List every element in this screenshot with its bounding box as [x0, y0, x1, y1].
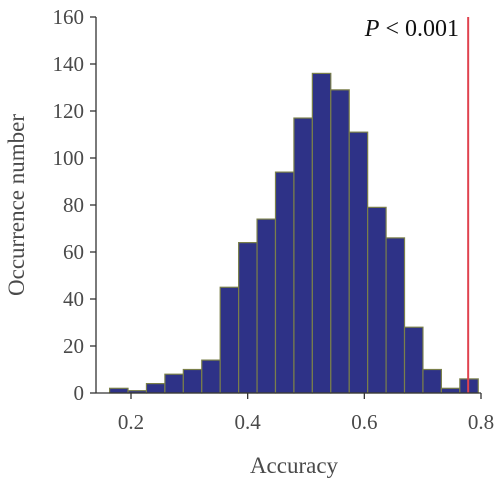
y-tick-label: 80 [63, 193, 84, 217]
y-axis-label: Occurrence number [4, 114, 29, 296]
y-tick-label: 40 [63, 287, 84, 311]
histogram-bar [182, 368, 203, 394]
histogram-bar [256, 218, 277, 394]
histogram-bar [108, 387, 129, 394]
histogram-bar [330, 89, 350, 394]
histogram-bar [293, 117, 313, 394]
histogram-bar [367, 206, 387, 394]
histogram-bar [422, 368, 442, 394]
histogram-bar [385, 237, 406, 394]
x-tick-label: 0.8 [468, 410, 494, 434]
p-value-annotation: P < 0.001 [364, 16, 459, 42]
histogram-bar [145, 383, 166, 394]
y-tick-label: 120 [53, 99, 85, 123]
histogram-bar [201, 359, 221, 394]
histogram-bar [403, 326, 424, 394]
x-axis-ticks: 0.2 0.4 0.6 0.8 [118, 393, 494, 434]
x-tick-label: 0.6 [351, 410, 377, 434]
y-tick-label: 0 [74, 381, 85, 405]
y-tick-label: 100 [53, 146, 85, 170]
histogram-bar [219, 286, 240, 394]
y-tick-label: 20 [63, 334, 84, 358]
histogram-bar [274, 171, 295, 394]
histogram-bar [440, 387, 461, 394]
histogram-bar [348, 131, 369, 394]
y-tick-label: 140 [53, 52, 85, 76]
x-tick-label: 0.4 [235, 410, 262, 434]
p-symbol: P [364, 16, 380, 42]
histogram-bar [238, 242, 258, 394]
p-value-text: < 0.001 [379, 16, 459, 42]
y-tick-label: 160 [53, 5, 85, 29]
y-tick-label: 60 [63, 240, 84, 264]
axes: 0 20 40 60 80 100 120 140 160 0.2 0.4 0.6 0.8 [53, 5, 495, 434]
x-axis-label: Accuracy [250, 453, 339, 478]
histogram-bar [311, 72, 332, 394]
histogram-bar [164, 373, 184, 394]
y-axis-ticks: 0 20 40 60 80 100 120 140 160 [53, 5, 96, 405]
x-tick-label: 0.2 [118, 410, 144, 434]
histogram-bars [108, 72, 479, 394]
